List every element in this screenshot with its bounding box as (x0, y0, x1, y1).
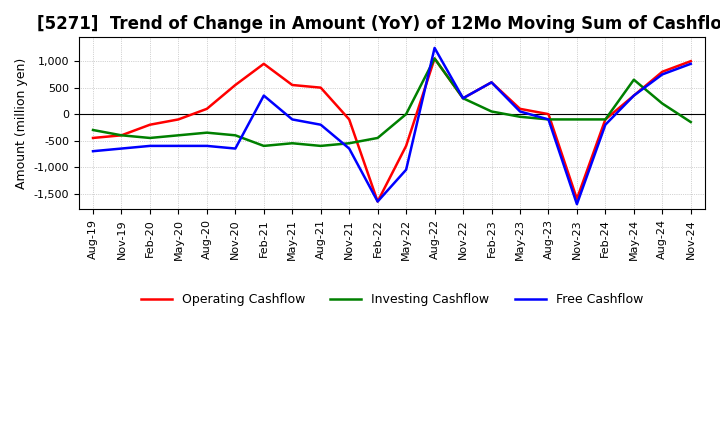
Free Cashflow (202, 143, 211, 149)
Line: Free Cashflow: Free Cashflow (93, 48, 690, 204)
Operating Cashflow (459, 95, 467, 101)
Operating Cashflow (117, 133, 126, 138)
Operating Cashflow (516, 106, 524, 111)
Operating Cashflow (288, 82, 297, 88)
Legend: Operating Cashflow, Investing Cashflow, Free Cashflow: Operating Cashflow, Investing Cashflow, … (135, 288, 648, 311)
Free Cashflow (459, 95, 467, 101)
Free Cashflow (431, 45, 439, 51)
Operating Cashflow (174, 117, 183, 122)
Investing Cashflow (402, 111, 410, 117)
Operating Cashflow (202, 106, 211, 111)
Free Cashflow (231, 146, 240, 151)
Investing Cashflow (374, 136, 382, 141)
Free Cashflow (174, 143, 183, 149)
Free Cashflow (374, 199, 382, 204)
Investing Cashflow (89, 127, 97, 132)
Free Cashflow (487, 80, 496, 85)
Investing Cashflow (288, 141, 297, 146)
Title: [5271]  Trend of Change in Amount (YoY) of 12Mo Moving Sum of Cashflows: [5271] Trend of Change in Amount (YoY) o… (37, 15, 720, 33)
Free Cashflow (629, 93, 638, 98)
Free Cashflow (658, 72, 667, 77)
Investing Cashflow (117, 133, 126, 138)
Operating Cashflow (374, 199, 382, 204)
Free Cashflow (259, 93, 268, 98)
Free Cashflow (516, 109, 524, 114)
Operating Cashflow (629, 93, 638, 98)
Y-axis label: Amount (million yen): Amount (million yen) (15, 58, 28, 189)
Operating Cashflow (231, 82, 240, 88)
Free Cashflow (117, 146, 126, 151)
Operating Cashflow (686, 59, 695, 64)
Line: Investing Cashflow: Investing Cashflow (93, 59, 690, 146)
Operating Cashflow (431, 56, 439, 61)
Operating Cashflow (487, 80, 496, 85)
Free Cashflow (572, 202, 581, 207)
Line: Operating Cashflow: Operating Cashflow (93, 59, 690, 202)
Free Cashflow (288, 117, 297, 122)
Free Cashflow (402, 167, 410, 172)
Free Cashflow (316, 122, 325, 127)
Investing Cashflow (174, 133, 183, 138)
Operating Cashflow (345, 117, 354, 122)
Free Cashflow (686, 61, 695, 66)
Free Cashflow (544, 117, 553, 122)
Investing Cashflow (572, 117, 581, 122)
Investing Cashflow (487, 109, 496, 114)
Investing Cashflow (345, 141, 354, 146)
Operating Cashflow (658, 69, 667, 74)
Investing Cashflow (316, 143, 325, 149)
Investing Cashflow (629, 77, 638, 82)
Free Cashflow (601, 122, 610, 127)
Investing Cashflow (516, 114, 524, 119)
Operating Cashflow (572, 196, 581, 202)
Investing Cashflow (145, 136, 154, 141)
Operating Cashflow (402, 143, 410, 149)
Free Cashflow (89, 149, 97, 154)
Investing Cashflow (658, 101, 667, 106)
Investing Cashflow (259, 143, 268, 149)
Investing Cashflow (459, 95, 467, 101)
Free Cashflow (145, 143, 154, 149)
Investing Cashflow (231, 133, 240, 138)
Investing Cashflow (544, 117, 553, 122)
Operating Cashflow (316, 85, 325, 90)
Free Cashflow (345, 146, 354, 151)
Investing Cashflow (686, 119, 695, 125)
Operating Cashflow (544, 111, 553, 117)
Operating Cashflow (89, 136, 97, 141)
Investing Cashflow (202, 130, 211, 136)
Operating Cashflow (145, 122, 154, 127)
Investing Cashflow (431, 56, 439, 61)
Operating Cashflow (601, 117, 610, 122)
Investing Cashflow (601, 117, 610, 122)
Operating Cashflow (259, 61, 268, 66)
